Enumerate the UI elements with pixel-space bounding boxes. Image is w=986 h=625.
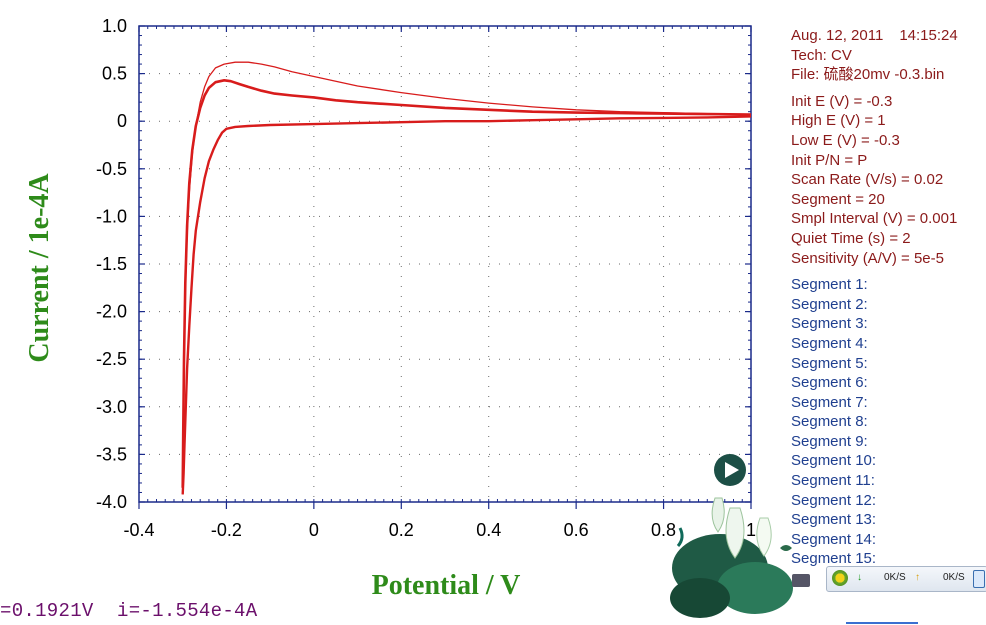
- technique-line: Tech: CV: [791, 46, 852, 64]
- segment-line: Segment 2:: [791, 295, 868, 313]
- y-tick-label: 0.5: [102, 64, 127, 84]
- y-tick-labels: 1.0 0.5 0 -0.5 -1.0 -1.5 -2.0 -2.5 -3.0 -3.5 -4.0: [96, 16, 127, 512]
- segment-line: Segment 4:: [791, 334, 868, 352]
- segment-line: Segment 9:: [791, 432, 868, 450]
- x-tick-label: 1: [746, 520, 756, 540]
- experiment-info-panel: Aug. 12, 2011 14:15:24 Tech: CV File: 硫酸2…: [791, 26, 986, 569]
- axis-ticks: [138, 25, 752, 509]
- lotus-decoration-icon: [670, 454, 793, 618]
- parameter-line: Segment = 20: [791, 190, 885, 208]
- y-tick-label: -1.0: [96, 206, 127, 226]
- file-line: File: 硫酸20mv -0.3.bin: [791, 66, 945, 84]
- upload-arrow-icon: ↑: [915, 572, 920, 583]
- y-tick-label: -1.5: [96, 254, 127, 274]
- segment-line: Segment 10:: [791, 452, 877, 470]
- x-axis-title: Potential / V: [372, 570, 521, 601]
- upload-rate: 0K/S: [943, 572, 965, 583]
- segment-line: Segment 13:: [791, 511, 877, 529]
- segment-line: Segment 11:: [791, 472, 875, 490]
- taskbar-accent: [846, 622, 918, 624]
- x-tick-label: 0.6: [564, 520, 589, 540]
- cursor-readout: =0.1921V i=-1.554e-4A: [0, 600, 258, 622]
- parameter-line: Scan Rate (V/s) = 0.02: [791, 171, 944, 189]
- run-date: Aug. 12, 2011: [791, 27, 884, 44]
- plot-grid: [139, 26, 751, 502]
- y-tick-label: -2.5: [96, 349, 127, 369]
- y-tick-label: 1.0: [102, 16, 127, 36]
- segment-line: Segment 15:: [791, 550, 877, 568]
- parameter-line: Quiet Time (s) = 2: [791, 229, 911, 247]
- parameter-line: Init P/N = P: [791, 151, 868, 169]
- segment-line: Segment 12:: [791, 491, 877, 509]
- x-tick-label: -0.2: [211, 520, 242, 540]
- x-tick-label: 0.4: [476, 520, 501, 540]
- y-tick-label: -3.5: [96, 444, 127, 464]
- cv-series-line: [181, 79, 752, 488]
- parameter-list: Init E (V) = -0.3 High E (V) = 1 Low E (V)…: [791, 92, 986, 268]
- segment-line: Segment 5:: [791, 354, 868, 372]
- segment-line: Segment 14:: [791, 530, 877, 548]
- tray-expand-icon[interactable]: [973, 570, 985, 588]
- parameter-line: High E (V) = 1: [791, 112, 886, 130]
- x-tick-label: 0: [309, 520, 319, 540]
- segment-list: Segment 1: Segment 2: Segment 3: Segment 4:…: [791, 275, 986, 569]
- x-tick-label: -0.4: [123, 520, 154, 540]
- segment-line: Segment 6:: [791, 374, 868, 392]
- y-tick-label: 0: [117, 111, 127, 131]
- parameter-line: Low E (V) = -0.3: [791, 131, 900, 149]
- network-status-icon: [832, 570, 848, 586]
- run-time: 14:15:24: [899, 27, 958, 44]
- x-tick-label: 0.8: [651, 520, 676, 540]
- download-rate: 0K/S: [884, 572, 906, 583]
- segment-line: Segment 3:: [791, 315, 868, 333]
- parameter-line: Init E (V) = -0.3: [791, 92, 893, 110]
- x-tick-labels: -0.4 -0.2 0 0.2 0.4 0.6 0.8 1: [123, 520, 756, 540]
- keyboard-icon[interactable]: [792, 574, 810, 587]
- y-tick-label: -0.5: [96, 159, 127, 179]
- segment-line: Segment 1:: [791, 276, 868, 294]
- segment-line: Segment 7:: [791, 393, 868, 411]
- parameter-line: Sensitivity (A/V) = 5e-5: [791, 249, 944, 267]
- download-arrow-icon: ↓: [857, 572, 862, 583]
- cv-series-line: [182, 61, 752, 495]
- parameter-line: Smpl Interval (V) = 0.001: [791, 210, 958, 228]
- y-axis-title: Current / 1e-4A: [24, 173, 55, 363]
- network-tray-widget[interactable]: ↓ 0K/S ↑ 0K/S: [826, 566, 986, 592]
- segment-line: Segment 8:: [791, 413, 868, 431]
- cv-series-line: [181, 115, 752, 495]
- y-tick-label: -2.0: [96, 302, 127, 322]
- data-series: [181, 61, 752, 495]
- y-tick-label: -4.0: [96, 492, 127, 512]
- y-tick-label: -3.0: [96, 397, 127, 417]
- timestamp-line: Aug. 12, 2011 14:15:24: [791, 26, 986, 46]
- x-tick-label: 0.2: [389, 520, 414, 540]
